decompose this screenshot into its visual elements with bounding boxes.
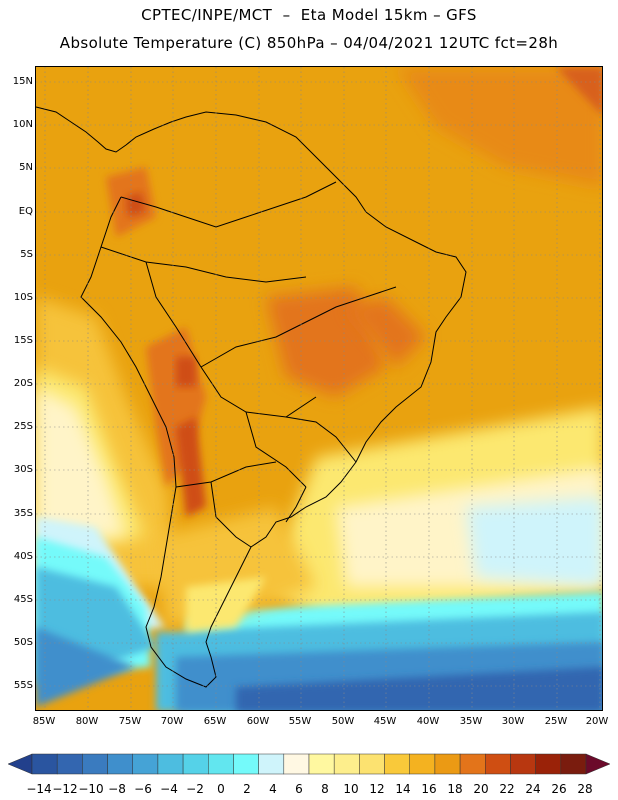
colorbar-label: −4 — [160, 782, 178, 796]
colorbar-label: 22 — [499, 782, 515, 796]
colorbar-label: −12 — [52, 782, 78, 796]
colorbar-swatch — [485, 753, 511, 775]
lat-label: 15N — [12, 76, 33, 87]
lat-label: 15S — [13, 335, 33, 346]
colorbar-label: 10 — [343, 782, 359, 796]
colorbar-swatch — [333, 753, 360, 775]
colorbar-arrow-low — [7, 753, 33, 775]
lat-label: 20S — [13, 378, 33, 389]
colorbar-swatch — [208, 753, 234, 775]
lat-label: 45S — [13, 594, 33, 605]
lat-label: 50S — [13, 637, 33, 648]
colorbar-label: 26 — [551, 782, 567, 796]
lon-label: 35W — [459, 716, 483, 727]
lon-label: 75W — [118, 716, 142, 727]
lat-label: 55S — [13, 680, 33, 691]
colorbar-swatch — [258, 753, 285, 775]
colorbar-swatch — [459, 753, 486, 775]
colorbar-label: 0 — [217, 782, 225, 796]
lat-label: 30S — [13, 464, 33, 475]
map-canvas — [36, 67, 602, 710]
lat-label: 25S — [13, 421, 33, 432]
colorbar-label: 6 — [295, 782, 303, 796]
colorbar-label: 2 — [243, 782, 251, 796]
lat-label: EQ — [18, 206, 33, 217]
colorbar-swatch — [409, 753, 436, 775]
temperature-map — [35, 66, 603, 711]
colorbar-swatch — [82, 753, 108, 775]
lon-label: 25W — [544, 716, 568, 727]
colorbar-label: 28 — [577, 782, 593, 796]
colorbar-label: 4 — [269, 782, 277, 796]
title-line-1: CPTEC/INPE/MCT – Eta Model 15km – GFS — [141, 6, 477, 24]
colorbar-label: 20 — [473, 782, 489, 796]
colorbar-label: 8 — [321, 782, 329, 796]
colorbar-swatch — [560, 753, 587, 775]
colorbar-swatch — [182, 753, 209, 775]
colorbar-swatch — [283, 753, 310, 775]
colorbar-swatch — [56, 753, 83, 775]
lat-label: 5N — [19, 162, 33, 173]
colorbar-arrow-high — [585, 753, 611, 775]
colorbar-label: −6 — [134, 782, 152, 796]
lon-label: 85W — [32, 716, 56, 727]
colorbar-label: −14 — [26, 782, 52, 796]
lon-label: 50W — [331, 716, 355, 727]
colorbar-swatch — [308, 753, 335, 775]
colorbar-swatch — [359, 753, 385, 775]
lon-label: 55W — [288, 716, 312, 727]
colorbar-label: 18 — [447, 782, 463, 796]
colorbar-label: −10 — [78, 782, 104, 796]
colorbar-label: −2 — [186, 782, 204, 796]
lat-label: 10S — [13, 292, 33, 303]
lon-label: 70W — [160, 716, 184, 727]
colorbar-label: 14 — [395, 782, 411, 796]
lat-label: 5S — [20, 249, 33, 260]
colorbar-label: 12 — [369, 782, 385, 796]
colorbar-label: 24 — [525, 782, 541, 796]
colorbar-label: 16 — [421, 782, 437, 796]
colorbar-swatch — [107, 753, 133, 775]
lon-label: 80W — [75, 716, 99, 727]
lat-label: 40S — [13, 551, 33, 562]
lat-label: 10N — [12, 119, 33, 130]
colorbar — [7, 753, 611, 775]
temperature-field — [36, 67, 602, 710]
colorbar-swatch — [434, 753, 461, 775]
colorbar-swatch — [132, 753, 159, 775]
lon-label: 60W — [246, 716, 270, 727]
lat-label: 35S — [13, 508, 33, 519]
grid-lines — [36, 67, 602, 710]
colorbar-swatch — [31, 753, 58, 775]
colorbar-swatch — [384, 753, 410, 775]
lon-label: 30W — [501, 716, 525, 727]
lon-label: 40W — [416, 716, 440, 727]
colorbar-swatch — [535, 753, 562, 775]
lon-label: 20W — [585, 716, 609, 727]
colorbar-swatch — [157, 753, 184, 775]
title-line-2: Absolute Temperature (C) 850hPa – 04/04/… — [59, 34, 559, 52]
colorbar-label: −8 — [108, 782, 126, 796]
colorbar-swatch — [233, 753, 259, 775]
lon-label: 65W — [203, 716, 227, 727]
lon-label: 45W — [373, 716, 397, 727]
colorbar-swatch — [510, 753, 536, 775]
